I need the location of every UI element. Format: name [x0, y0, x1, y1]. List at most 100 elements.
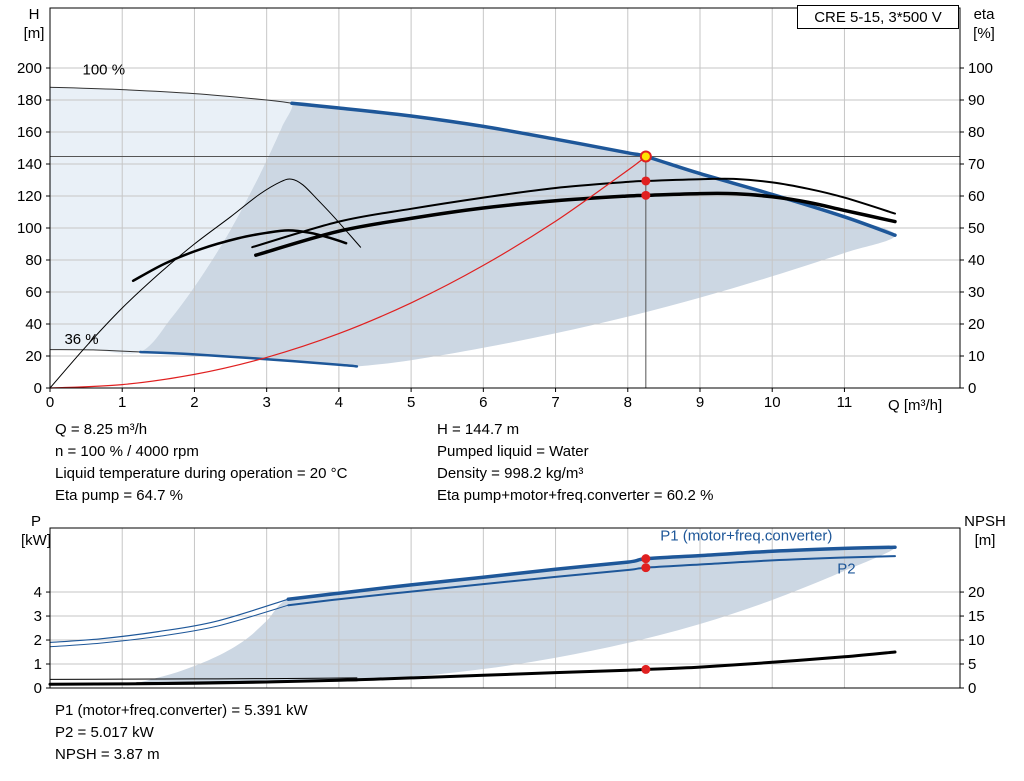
qh-36pct-lead-curve — [49, 349, 141, 353]
qh-min-speed-curve — [139, 350, 359, 368]
x-tick-label: 9 — [696, 394, 704, 411]
y-tick-label-right: 0 — [968, 380, 976, 397]
y-tick-label: 1 — [34, 656, 42, 673]
eta-pump-curve — [251, 177, 896, 249]
eta-pump-duty-dot — [641, 176, 651, 186]
y-tick-label-right: 30 — [968, 284, 985, 301]
info-line-liquid: Pumped liquid = Water — [437, 443, 589, 460]
y-tick-label: 120 — [17, 188, 42, 205]
eta-pump-reduced-curve — [49, 178, 362, 389]
chart-title: CRE 5-15, 3*500 V — [814, 8, 942, 26]
y-tick-label-right: 60 — [968, 188, 985, 205]
npsh-axis-label-line2: [m] — [974, 532, 996, 549]
npsh-curve — [48, 650, 897, 686]
duty-info-left: Q = 8.25 m³/h n = 100 % / 4000 rpm Liqui… — [55, 419, 347, 507]
y-tick-label: 20 — [25, 348, 42, 365]
p2-curve-label: P2 — [837, 560, 855, 577]
info-line-p2: P2 = 5.017 kW — [55, 724, 154, 741]
q-axis-label: Q [m³/h] — [888, 396, 942, 415]
q-axis-label-text: Q [m³/h] — [888, 397, 943, 414]
y-tick-label-right: 100 — [968, 60, 993, 77]
eta-axis-label-line1: eta — [973, 6, 995, 23]
h-axis-label-line1: H — [28, 6, 40, 23]
p1-lead-curve — [49, 598, 289, 643]
duty-info-right: H = 144.7 m Pumped liquid = Water Densit… — [437, 419, 713, 507]
power-npsh-chart: 0 1 2 3 4 0 5 10 15 20 P1 (motor+freq.converter) P2 — [34, 527, 985, 697]
info-line-npsh: NPSH = 3.87 m — [55, 746, 160, 763]
x-tick-label: 2 — [190, 394, 198, 411]
y-tick-label-right: 50 — [968, 220, 985, 237]
x-tick-label: 10 — [764, 394, 781, 411]
y-tick-label-right: 20 — [968, 584, 985, 601]
y-tick-label: 60 — [25, 284, 42, 301]
y-tick-label: 0 — [34, 380, 42, 397]
info-line-temperature: Liquid temperature during operation = 20… — [55, 465, 348, 482]
p2-lead-curve — [49, 604, 289, 648]
info-line-speed: n = 100 % / 4000 rpm — [55, 443, 199, 460]
p2-duty-dot — [641, 563, 651, 573]
p1-duty-dot — [641, 554, 651, 564]
npsh-axis-label: NPSH [m] — [956, 512, 1014, 550]
x-tick-label: 11 — [837, 394, 853, 411]
npsh-axis-label-line1: NPSH — [964, 513, 1006, 530]
y-tick-label: 3 — [34, 608, 42, 625]
x-tick-label: 3 — [262, 394, 270, 411]
speed-100pct-label: 100 % — [83, 61, 126, 78]
p1-curve — [286, 545, 897, 601]
low-flow-region — [50, 87, 293, 355]
eta-total-curve — [254, 191, 897, 257]
x-tick-label: 6 — [479, 394, 487, 411]
p1-curve-label: P1 (motor+freq.converter) — [660, 527, 832, 544]
y-tick-label-right: 40 — [968, 252, 985, 269]
y-tick-label: 4 — [34, 584, 42, 601]
p-axis-label-line2: [kW] — [21, 532, 51, 549]
x-tick-label: 0 — [46, 394, 54, 411]
info-line-density: Density = 998.2 kg/m³ — [437, 465, 584, 482]
qh-100pct-lead-curve — [49, 86, 293, 104]
y-tick-label: 200 — [17, 60, 42, 77]
y-tick-label: 0 — [34, 680, 42, 697]
x-tick-label: 7 — [551, 394, 559, 411]
p-axis-label: P [kW] — [16, 512, 56, 550]
y-tick-label-right: 80 — [968, 124, 985, 141]
info-line-h: H = 144.7 m — [437, 421, 520, 438]
info-line-q: Q = 8.25 m³/h — [55, 421, 148, 438]
y-tick-label: 100 — [17, 220, 42, 237]
y-tick-label-right: 10 — [968, 632, 985, 649]
x-tick-label: 5 — [407, 394, 415, 411]
y-tick-label-right: 15 — [968, 608, 985, 625]
qh-chart: 0204060801001201401601802000102030405060… — [17, 7, 993, 411]
y-tick-label-right: 90 — [968, 92, 985, 109]
info-line-eta-pump: Eta pump = 64.7 % — [55, 487, 183, 504]
y-tick-label: 180 — [17, 92, 42, 109]
x-tick-label: 1 — [118, 394, 126, 411]
power-envelope-region — [136, 545, 895, 684]
duty-point-marker[interactable] — [639, 150, 652, 163]
power-npsh-chart-frame — [49, 527, 961, 689]
y-tick-label: 40 — [25, 316, 42, 333]
npsh-duty-dot — [641, 664, 651, 674]
power-info: P1 (motor+freq.converter) = 5.391 kW P2 … — [55, 700, 308, 766]
y-tick-label-right: 5 — [968, 656, 976, 673]
eta-total-duty-dot — [641, 190, 651, 200]
y-tick-label-right: 10 — [968, 348, 985, 365]
y-tick-label: 160 — [17, 124, 42, 141]
y-tick-label-right: 0 — [968, 680, 976, 697]
p-min-lead-curve — [49, 677, 358, 680]
system-curve — [49, 155, 647, 389]
info-line-p1: P1 (motor+freq.converter) = 5.391 kW — [55, 702, 308, 719]
p-axis-label-line1: P — [30, 513, 41, 530]
chart-title-box: CRE 5-15, 3*500 V — [797, 5, 959, 29]
eta-total-reduced-curve — [131, 229, 348, 283]
y-tick-label-right: 20 — [968, 316, 985, 333]
qh-efficiency-chart-frame — [49, 7, 961, 389]
speed-envelope-region — [140, 102, 896, 367]
x-tick-label: 8 — [624, 394, 632, 411]
eta-axis-label-line2: [%] — [973, 25, 995, 42]
h-axis-label: H [m] — [14, 5, 54, 43]
info-line-eta-total: Eta pump+motor+freq.converter = 60.2 % — [437, 487, 714, 504]
h-axis-label-line2: [m] — [23, 25, 45, 42]
eta-axis-label: eta [%] — [960, 5, 1008, 43]
speed-36pct-label: 36 % — [64, 331, 98, 348]
